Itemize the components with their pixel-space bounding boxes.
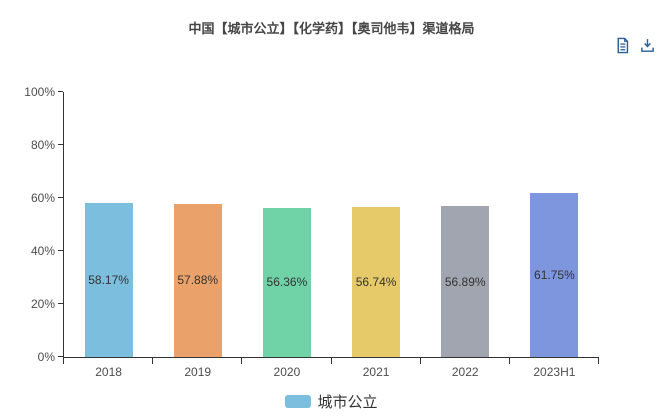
- y-tick: [58, 91, 63, 92]
- data-view-icon[interactable]: [614, 37, 631, 54]
- bar-slot-2020: 56.36%: [242, 92, 331, 357]
- chart-title: 中国【城市公立】【化学药】【奥司他韦】渠道格局: [188, 21, 475, 36]
- x-axis-label-2020: 2020: [273, 365, 301, 379]
- save-image-icon[interactable]: [639, 37, 656, 54]
- legend-item-urban-public[interactable]: 城市公立: [285, 391, 378, 412]
- x-axis-label-2018: 2018: [95, 365, 122, 379]
- bar-value-label: 56.36%: [266, 275, 308, 290]
- bar-2022[interactable]: 56.89%: [441, 206, 490, 357]
- legend-marker: [285, 395, 312, 408]
- x-tick: [241, 358, 243, 364]
- bar-2018[interactable]: 58.17%: [84, 202, 133, 357]
- bar-value-label: 56.74%: [355, 274, 397, 289]
- y-tick: [58, 144, 63, 145]
- bar-value-label: 61.75%: [534, 268, 575, 283]
- bar-2020[interactable]: 56.36%: [262, 207, 311, 357]
- x-axis-label-2022: 2022: [451, 365, 479, 379]
- bar-slot-2021: 56.74%: [332, 92, 421, 357]
- y-tick-label: 100%: [24, 85, 55, 99]
- y-tick-label: 0%: [37, 350, 55, 364]
- toolbox: [614, 37, 656, 54]
- bar-value-label: 57.88%: [177, 273, 219, 288]
- bar-2019[interactable]: 57.88%: [173, 203, 222, 357]
- x-tick: [419, 358, 421, 364]
- x-tick: [598, 358, 599, 364]
- x-axis-label-2023H1: 2023H1: [533, 365, 576, 379]
- y-tick: [58, 197, 63, 198]
- bar-value-label: 58.17%: [88, 272, 129, 287]
- y-tick-label: 80%: [30, 138, 55, 152]
- x-tick: [152, 358, 154, 364]
- x-tick: [508, 358, 510, 364]
- legend-label: 城市公立: [317, 394, 378, 411]
- y-tick-label: 40%: [30, 244, 55, 258]
- bar-2023H1[interactable]: 61.75%: [530, 193, 579, 357]
- plot-area: 0% 20% 40% 60% 80% 100% 58.17% 57.88% 56.36% 56.…: [24, 85, 599, 379]
- x-tick: [63, 358, 64, 364]
- bar-slot-2023H1: 61.75%: [510, 92, 599, 357]
- y-tick-label: 20%: [30, 297, 55, 311]
- bar-slot-2018: 58.17%: [64, 92, 153, 357]
- y-tick-label: 60%: [30, 191, 55, 205]
- bar-slot-2019: 57.88%: [153, 92, 242, 357]
- bar-slot-2022: 56.89%: [421, 92, 510, 357]
- x-axis-label-2021: 2021: [362, 365, 390, 379]
- y-tick: [58, 356, 63, 357]
- y-tick: [58, 303, 63, 304]
- bar-2021[interactable]: 56.74%: [352, 206, 401, 357]
- y-tick: [58, 250, 63, 251]
- x-tick: [330, 358, 332, 364]
- x-axis-label-2019: 2019: [184, 365, 212, 379]
- bar-value-label: 56.89%: [444, 274, 486, 289]
- legend: 城市公立: [0, 391, 663, 412]
